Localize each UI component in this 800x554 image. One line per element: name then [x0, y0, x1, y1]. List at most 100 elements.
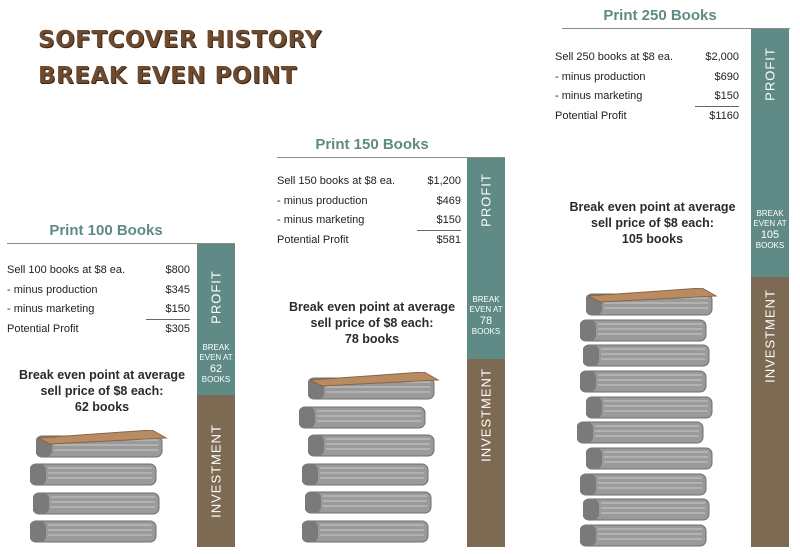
break-even-badge-250: BREAK EVEN AT 105 BOOKS — [751, 209, 789, 251]
ledger-amount: $1,200 — [427, 175, 461, 187]
badge-line: EVEN AT — [199, 353, 233, 362]
ledger-250: Sell 250 books at $8 ea. $2,000 - minus p… — [555, 51, 739, 129]
scenario-heading-150: Print 150 Books — [315, 136, 429, 153]
profit-bar-250: PROFIT BREAK EVEN AT 105 BOOKS — [751, 29, 789, 277]
book-icon — [580, 468, 714, 503]
ledger-row: - minus marketing $150 — [7, 303, 190, 323]
badge-line: BREAK — [202, 343, 230, 352]
note-line: sell price of $8 each: — [591, 216, 714, 230]
break-even-badge-150: BREAK EVEN AT 78 BOOKS — [467, 295, 505, 337]
page-title-line1: SOFTCOVER HISTORY — [38, 27, 322, 53]
badge-line: BREAK — [472, 295, 500, 304]
ledger-100: Sell 100 books at $8 ea. $800 - minus pro… — [7, 264, 190, 342]
ledger-label: - minus marketing — [7, 303, 95, 315]
badge-line: BREAK — [756, 209, 784, 218]
heading-rule — [7, 243, 235, 244]
ledger-amount: $1160 — [709, 109, 739, 122]
break-even-note-100: Break even point at average sell price o… — [7, 367, 197, 415]
book-stack-100 — [28, 418, 170, 543]
book-icon — [586, 442, 720, 477]
ledger-label: Sell 100 books at $8 ea. — [7, 264, 126, 276]
book-icon — [586, 391, 720, 426]
book-icon — [583, 493, 717, 528]
note-line: Break even point at average — [569, 200, 736, 214]
book-icon — [586, 288, 720, 323]
badge-number: 78 — [479, 315, 493, 327]
ledger-row: - minus production $690 — [555, 71, 739, 91]
note-line: sell price of $8 each: — [40, 384, 164, 398]
note-line: 62 books — [74, 400, 130, 414]
badge-number: 105 — [760, 229, 780, 241]
book-icon — [580, 314, 714, 349]
badge-line: EVEN AT — [753, 219, 787, 228]
ledger-row: Potential Profit $1160 — [555, 110, 739, 130]
ledger-label: - minus marketing — [555, 90, 643, 102]
ledger-amount: $150 — [714, 90, 739, 102]
note-line: Break even point at average — [18, 368, 186, 382]
ledger-label: Sell 150 books at $8 ea. — [277, 175, 396, 187]
investment-label: INVESTMENT — [762, 289, 778, 384]
book-icon — [36, 430, 170, 465]
sum-rule — [695, 106, 739, 107]
heading-rule — [277, 157, 505, 158]
note-line: sell price of $8 each: — [310, 316, 434, 330]
profit-label: PROFIT — [762, 46, 778, 101]
scenario-heading-100: Print 100 Books — [49, 222, 163, 239]
ledger-amount: $2,000 — [705, 51, 739, 63]
investment-label: INVESTMENT — [478, 368, 494, 463]
ledger-label: - minus production — [555, 70, 646, 83]
note-line: Break even point at average — [288, 300, 456, 314]
ledger-amount: $800 — [165, 264, 190, 276]
book-icon — [33, 487, 167, 522]
profit-bar-100: PROFIT BREAK EVEN AT 62 BOOKS — [197, 244, 235, 395]
scenario-heading-250: Print 250 Books — [603, 7, 717, 24]
investment-label: INVESTMENT — [208, 424, 224, 518]
book-icon — [577, 416, 711, 451]
investment-bar-250: INVESTMENT — [751, 277, 789, 547]
book-icon — [302, 515, 436, 550]
profit-bar-150: PROFIT BREAK EVEN AT 78 BOOKS — [467, 158, 505, 359]
ledger-row: Sell 100 books at $8 ea. $800 — [7, 264, 190, 284]
ledger-amount: $345 — [165, 283, 190, 296]
ledger-row: - minus production $345 — [7, 284, 190, 304]
book-icon — [302, 458, 436, 493]
book-icon — [30, 515, 164, 550]
ledger-amount: $690 — [714, 70, 739, 83]
ledger-amount: $581 — [436, 233, 461, 246]
note-line: 78 books — [344, 332, 400, 346]
book-icon — [30, 458, 164, 493]
ledger-row: Sell 150 books at $8 ea. $1,200 — [277, 175, 461, 195]
ledger-row: Potential Profit $305 — [7, 323, 190, 343]
book-icon — [308, 372, 442, 407]
note-line: 105 books — [621, 232, 684, 246]
sum-rule — [146, 319, 190, 320]
ledger-amount: $150 — [165, 303, 190, 315]
ledger-label: - minus production — [7, 283, 98, 296]
book-icon — [580, 519, 714, 554]
ledger-row: - minus marketing $150 — [555, 90, 739, 110]
book-icon — [308, 429, 442, 464]
badge-line: EVEN AT — [469, 305, 503, 314]
book-stack-250 — [577, 276, 720, 547]
badge-unit: BOOKS — [201, 375, 231, 384]
ledger-label: - minus marketing — [277, 214, 365, 226]
ledger-row: Sell 250 books at $8 ea. $2,000 — [555, 51, 739, 71]
ledger-amount: $305 — [165, 322, 190, 335]
book-icon — [305, 486, 439, 521]
badge-unit: BOOKS — [471, 327, 501, 336]
ledger-label: Sell 250 books at $8 ea. — [555, 51, 674, 63]
ledger-label: - minus production — [277, 194, 368, 207]
ledger-label: Potential Profit — [277, 233, 349, 246]
ledger-row: - minus marketing $150 — [277, 214, 461, 234]
heading-rule — [562, 28, 790, 29]
badge-unit: BOOKS — [755, 241, 785, 250]
ledger-row: - minus production $469 — [277, 195, 461, 215]
ledger-label: Potential Profit — [7, 322, 79, 335]
investment-bar-150: INVESTMENT — [467, 359, 505, 547]
break-even-note-250: Break even point at average sell price o… — [555, 199, 750, 247]
investment-bar-100: INVESTMENT — [197, 395, 235, 547]
ledger-amount: $150 — [436, 214, 461, 226]
book-icon — [583, 339, 717, 374]
profit-label: PROFIT — [478, 173, 494, 228]
badge-number: 62 — [209, 363, 223, 375]
